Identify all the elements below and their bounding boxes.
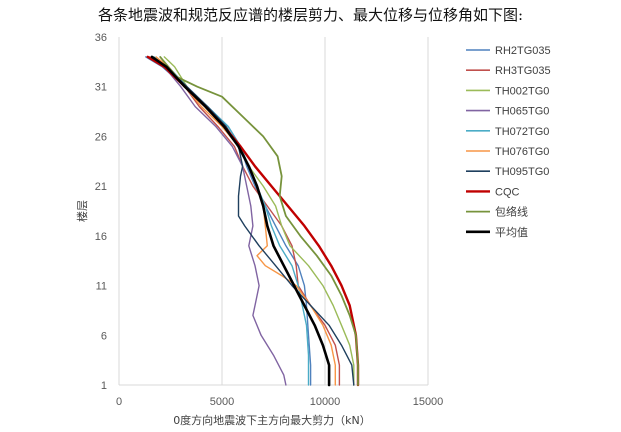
- legend-entry: RH3TG035: [466, 65, 551, 77]
- legend-entry: TH076TG0: [466, 146, 549, 158]
- legend-label: TH095TG0: [495, 166, 549, 178]
- page-heading: 各条地震波和规范反应谱的楼层剪力、最大位移与位移角如下图:: [97, 6, 524, 24]
- x-axis-title: 0度方向地震波下主方向最大剪力（kN）: [173, 413, 371, 427]
- legend-label: 平均值: [495, 226, 528, 239]
- legend-entry: TH072TG0: [466, 126, 549, 138]
- y-axis-title: 楼层: [75, 200, 89, 222]
- legend-entry: TH002TG0: [466, 85, 549, 97]
- series-line-包络线: [159, 56, 359, 386]
- y-tick-label: 21: [95, 181, 107, 193]
- y-tick-label: 1: [101, 380, 107, 392]
- legend-label: TH076TG0: [495, 146, 549, 158]
- y-tick-label: 36: [95, 32, 107, 44]
- legend-entry: 平均值: [466, 226, 528, 239]
- legend-label: TH065TG0: [495, 106, 549, 118]
- legend-entry: TH095TG0: [466, 166, 549, 178]
- y-tick-label: 16: [95, 231, 107, 243]
- legend-label: 包络线: [495, 205, 528, 219]
- y-tick-label: 26: [95, 131, 107, 143]
- series-line-TH076TG0: [155, 56, 336, 386]
- legend-label: RH2TG035: [495, 45, 551, 57]
- y-tick-label: 11: [96, 281, 107, 293]
- series-line-RH2TG035: [145, 56, 312, 386]
- series-line-TH095TG0: [151, 56, 355, 386]
- legend-entry: TH065TG0: [466, 106, 549, 118]
- legend-entry: 包络线: [466, 205, 528, 219]
- legend-label: RH3TG035: [495, 65, 551, 77]
- legend-label: CQC: [495, 186, 520, 198]
- series-lines: [145, 55, 360, 387]
- legend-label: TH002TG0: [495, 85, 549, 97]
- gridlines: [118, 37, 429, 385]
- x-tick-label: 15000: [413, 396, 444, 408]
- y-tick-label: 31: [95, 82, 107, 94]
- legend-entry: CQC: [466, 186, 520, 198]
- legend-entry: RH2TG035: [466, 45, 551, 57]
- x-tick-label: 10000: [310, 396, 341, 408]
- legend-label: TH072TG0: [495, 126, 549, 138]
- series-line-RH3TG035: [149, 56, 341, 386]
- x-tick-label: 0: [116, 396, 122, 408]
- legend: RH2TG035 RH3TG035 TH002TG0 TH065TG0 TH072TG0…: [466, 45, 551, 239]
- series-line-TH065TG0: [151, 56, 287, 386]
- series-line-平均值: [150, 55, 331, 387]
- y-tick-label: 6: [101, 330, 107, 342]
- x-tick-label: 5000: [210, 396, 234, 408]
